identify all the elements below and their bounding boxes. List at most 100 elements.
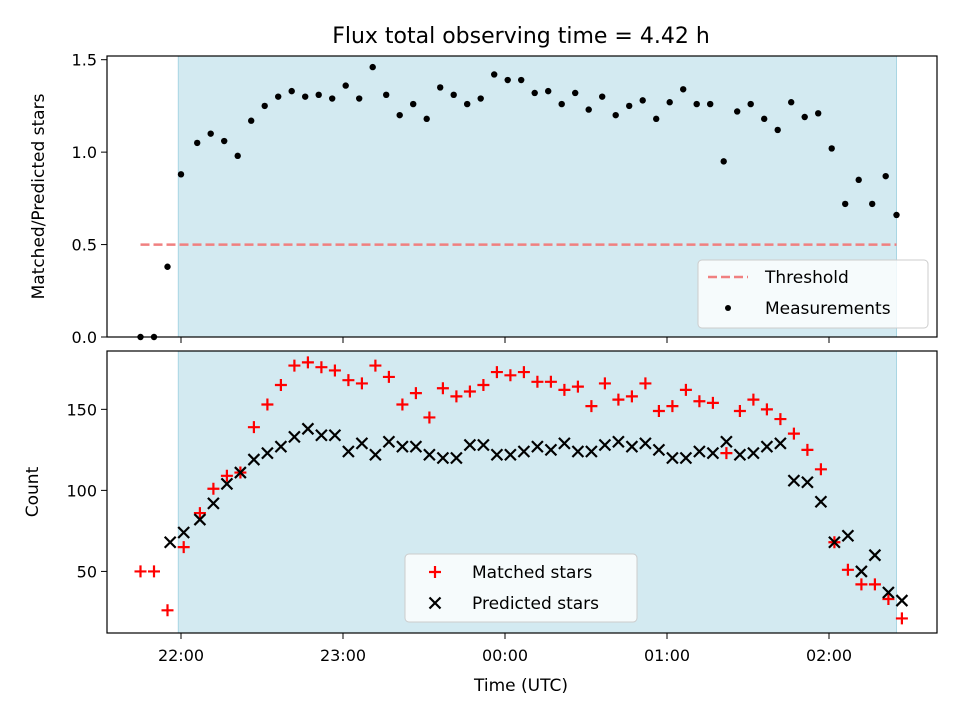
measurement-point — [612, 111, 619, 119]
measurement-point — [477, 95, 484, 102]
matched-star-point — [814, 463, 827, 476]
predicted-star-point — [747, 446, 760, 460]
matched-star-point — [706, 396, 719, 409]
matched-star-point — [801, 443, 814, 456]
measurement-point — [437, 84, 444, 91]
y-axis-label: Matched/Predicted stars — [29, 93, 49, 299]
predicted-star-point — [288, 430, 301, 444]
predicted-star-point — [177, 526, 190, 539]
x-tick-label: 22:00 — [158, 646, 204, 665]
measurement-point — [545, 87, 552, 95]
predicted-star-point — [598, 438, 612, 452]
predicted-star-point — [868, 548, 882, 562]
predicted-star-point — [409, 440, 423, 453]
matched-star-point — [612, 393, 625, 406]
matched-star-point — [733, 404, 746, 417]
matched-star-point — [396, 398, 409, 411]
x-tick-label: 00:00 — [482, 646, 528, 665]
legend-matched-swatch — [429, 566, 441, 578]
predicted-star-point — [328, 428, 342, 442]
matched-star-point — [423, 411, 436, 424]
measurement-point — [383, 91, 390, 99]
matched-star-point — [450, 390, 463, 403]
predicted-star-point — [342, 445, 355, 458]
y-tick-label: 0.0 — [72, 328, 97, 347]
predicted-star-point — [234, 466, 247, 479]
measurement-point — [855, 176, 862, 184]
predicted-star-point — [774, 437, 787, 450]
predicted-star-point — [261, 446, 274, 460]
legend-measurements-swatch — [725, 305, 731, 311]
measurement-point — [329, 95, 336, 102]
measurement-point — [558, 100, 565, 108]
predicted-star-point — [652, 443, 666, 457]
measurement-point — [882, 172, 889, 180]
predicted-star-point — [882, 586, 895, 599]
matched-star-point — [693, 395, 706, 408]
measurement-point — [302, 93, 309, 100]
measurement-point — [585, 106, 592, 113]
measurement-point — [788, 99, 795, 106]
predicted-star-point — [315, 428, 328, 442]
predicted-star-point — [639, 437, 652, 450]
predicted-star-point — [423, 448, 436, 462]
legend-predicted-label: Predicted stars — [472, 594, 599, 614]
predicted-star-point — [463, 438, 477, 452]
legend-box — [697, 259, 929, 329]
y-axis-label: Count — [23, 466, 43, 517]
matched-star-point — [598, 377, 611, 390]
measurement-point — [491, 71, 498, 78]
predicted-star-point — [504, 448, 517, 462]
matched-star-point — [747, 393, 760, 406]
measurement-point — [369, 63, 376, 71]
matched-star-point — [409, 387, 422, 400]
measurement-point — [248, 117, 255, 124]
x-tick-label: 02:00 — [806, 646, 852, 665]
matched-star-point — [504, 369, 517, 382]
measurement-point — [464, 100, 471, 108]
predicted-star-point — [531, 440, 544, 453]
matched-star-point — [134, 565, 147, 578]
legend-box — [404, 553, 638, 623]
predicted-star-point — [558, 437, 571, 450]
predicted-star-point — [450, 451, 463, 465]
predicted-star-point — [841, 529, 855, 543]
measurement-point — [869, 200, 876, 208]
matched-star-point — [585, 400, 598, 413]
predicted-star-point — [355, 437, 369, 450]
measurement-point — [666, 99, 673, 106]
matched-star-point — [315, 361, 328, 374]
measurement-point — [828, 145, 835, 152]
predicted-star-point — [517, 445, 531, 458]
matched-star-point — [342, 374, 355, 387]
matched-star-point — [855, 578, 868, 591]
matched-star-point — [207, 482, 220, 495]
x-tick-label: 23:00 — [320, 646, 366, 665]
matched-star-point — [328, 364, 341, 377]
predicted-star-point — [382, 435, 396, 449]
measurement-point — [653, 115, 660, 123]
predicted-star-point — [787, 474, 801, 487]
measurement-point — [423, 115, 430, 123]
measurement-point — [410, 100, 417, 108]
top-panel: 0.0 0.5 1.0 1.5 Matched/Predicted stars Thres… — [29, 51, 938, 347]
measurement-point — [315, 91, 322, 99]
measurement-point — [221, 137, 228, 145]
measurement-point — [842, 200, 849, 208]
predicted-star-point — [163, 535, 177, 549]
matched-star-point — [760, 403, 773, 416]
matched-star-point — [490, 366, 503, 379]
matched-star-point — [274, 379, 287, 392]
measurement-point — [734, 108, 741, 115]
predicted-star-point — [801, 475, 814, 489]
measurement-point — [531, 89, 538, 97]
predicted-star-point — [207, 497, 220, 510]
matched-star-point — [517, 366, 530, 379]
measurement-point — [177, 171, 185, 178]
matched-star-point — [477, 379, 490, 392]
measurement-point — [450, 91, 457, 99]
axes-frame — [106, 55, 938, 338]
matched-star-point — [868, 578, 881, 591]
measurement-point — [342, 82, 349, 89]
matched-star-point — [369, 359, 382, 372]
